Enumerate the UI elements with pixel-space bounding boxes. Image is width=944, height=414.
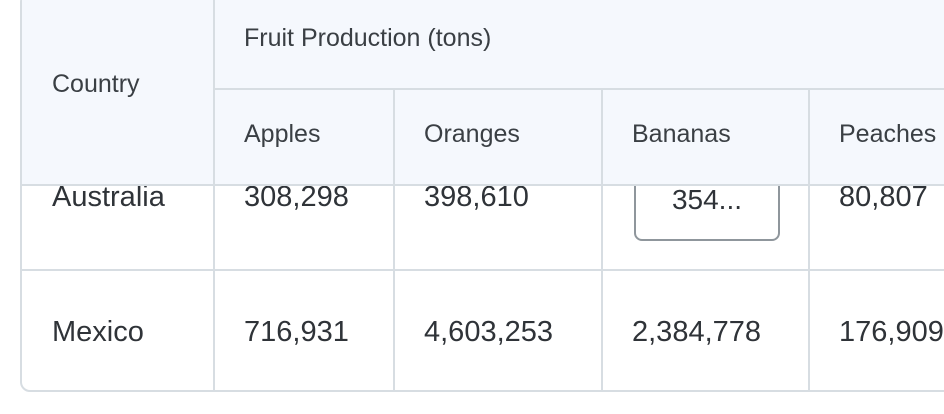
column-divider	[393, 88, 395, 390]
column-header-country[interactable]: Country	[52, 69, 140, 98]
column-divider	[393, 88, 395, 186]
column-header-apples[interactable]: Apples	[244, 119, 321, 148]
column-divider	[808, 88, 810, 186]
column-divider	[601, 88, 603, 186]
table-header: Country Fruit Production (tons) Apples O…	[22, 0, 944, 186]
table-cell-peaches[interactable]: 176,909	[839, 315, 944, 348]
column-header-bananas[interactable]: Bananas	[632, 119, 731, 148]
column-divider	[601, 88, 603, 390]
column-divider	[808, 88, 810, 390]
column-group-header: Fruit Production (tons)	[244, 23, 492, 52]
column-divider	[213, 0, 215, 390]
column-divider	[213, 0, 215, 186]
table-cell-bananas[interactable]: 2,384,778	[632, 315, 762, 348]
data-table: Australia 308,298 398,610 354... 80,807 …	[20, 0, 944, 392]
row-divider	[22, 269, 944, 271]
table-row-country: Mexico	[52, 315, 144, 348]
header-divider	[213, 88, 944, 90]
column-header-peaches[interactable]: Peaches	[839, 119, 937, 148]
table-cell-apples[interactable]: 716,931	[244, 315, 349, 348]
column-header-oranges[interactable]: Oranges	[424, 119, 520, 148]
table-cell-oranges[interactable]: 4,603,253	[424, 315, 554, 348]
